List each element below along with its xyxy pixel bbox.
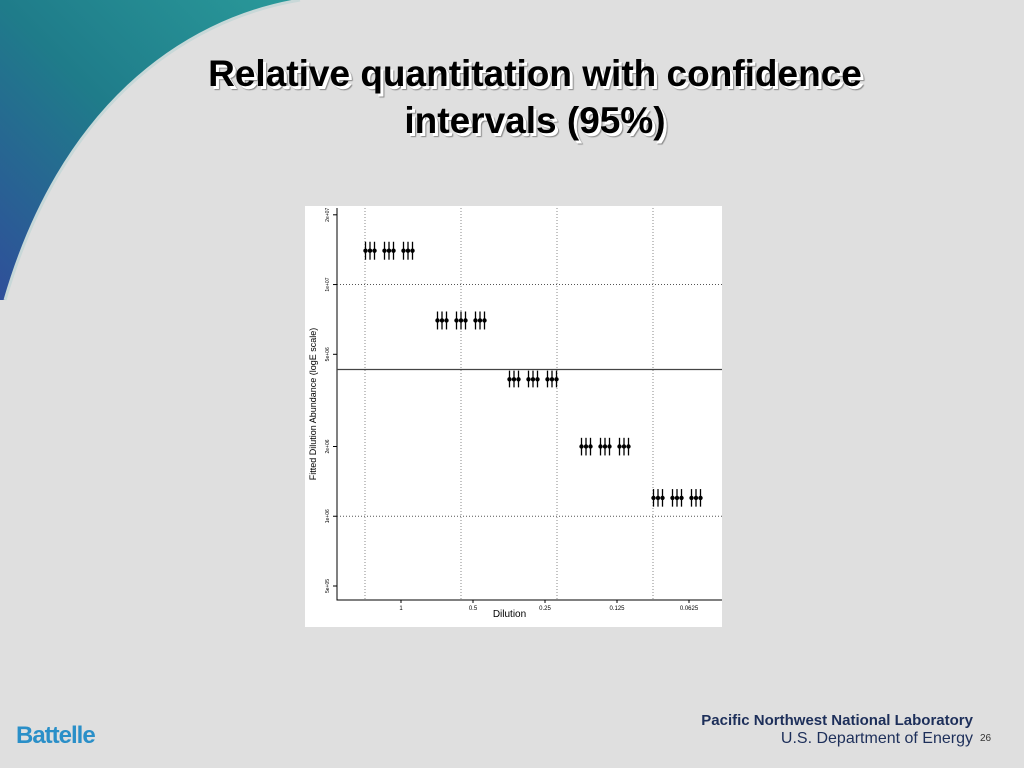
- point: [549, 377, 555, 382]
- department: U.S. Department of Energy: [780, 730, 973, 747]
- x-tick-label: 0.0625: [680, 606, 699, 612]
- y-tick-label: 2e+07: [325, 208, 331, 222]
- point: [367, 248, 373, 253]
- point: [583, 444, 589, 449]
- point: [621, 444, 627, 449]
- swoosh: [0, 0, 301, 301]
- point: [507, 377, 512, 382]
- point: [674, 495, 680, 501]
- point: [444, 318, 449, 323]
- y-tick-label: 5e+05: [325, 579, 331, 593]
- point: [401, 248, 406, 253]
- point: [405, 248, 411, 253]
- point: [607, 444, 612, 449]
- x-tick-label: 0.5: [469, 606, 478, 612]
- point: [651, 495, 656, 501]
- point: [689, 495, 694, 501]
- y-tick-label: 1e+07: [325, 277, 331, 291]
- axis-frame: [336, 208, 722, 601]
- point: [439, 318, 445, 323]
- lab-name: Pacific Northwest National Laboratory: [701, 712, 973, 729]
- x-axis-label: Dilution: [493, 609, 526, 620]
- point: [410, 248, 415, 253]
- x-tick-label: 1: [399, 606, 403, 612]
- point: [670, 495, 675, 501]
- point: [511, 377, 517, 382]
- y-tick-label: 1e+06: [325, 509, 331, 523]
- y-tick-label: 5e+06: [325, 347, 331, 361]
- y-axis-label: Fitted Dilution Abundance (logE scale): [308, 328, 318, 481]
- point: [617, 444, 622, 449]
- point: [463, 318, 468, 323]
- point: [382, 248, 387, 253]
- point: [386, 248, 392, 253]
- point: [626, 444, 631, 449]
- point: [693, 495, 699, 501]
- point: [679, 495, 684, 501]
- point: [516, 377, 521, 382]
- battelle-logo: Battelle: [16, 722, 96, 749]
- point: [477, 318, 483, 323]
- point: [363, 248, 368, 253]
- point: [588, 444, 593, 449]
- point: [554, 377, 559, 382]
- slide-title: Relative quantitation with confidence in…: [208, 53, 862, 141]
- point: [655, 495, 661, 501]
- point: [526, 377, 531, 382]
- point: [535, 377, 540, 382]
- x-tick-label: 0.25: [539, 606, 551, 612]
- point: [391, 248, 396, 253]
- chart: 5e+05 1e+06 2e+06 5e+06 1e+07 2e+07 1 0.5 0.25 0.…: [305, 206, 722, 627]
- point: [579, 444, 584, 449]
- point: [372, 248, 377, 253]
- point: [660, 495, 665, 501]
- x-tick-label: 0.125: [609, 606, 625, 612]
- point: [482, 318, 487, 323]
- y-tick-label: 2e+06: [325, 439, 331, 453]
- point: [545, 377, 550, 382]
- point: [454, 318, 459, 323]
- point: [598, 444, 603, 449]
- point: [698, 495, 703, 501]
- point: [473, 318, 478, 323]
- point: [458, 318, 464, 323]
- point: [435, 318, 440, 323]
- page-number: 26: [980, 733, 992, 744]
- point: [530, 377, 536, 382]
- point: [602, 444, 608, 449]
